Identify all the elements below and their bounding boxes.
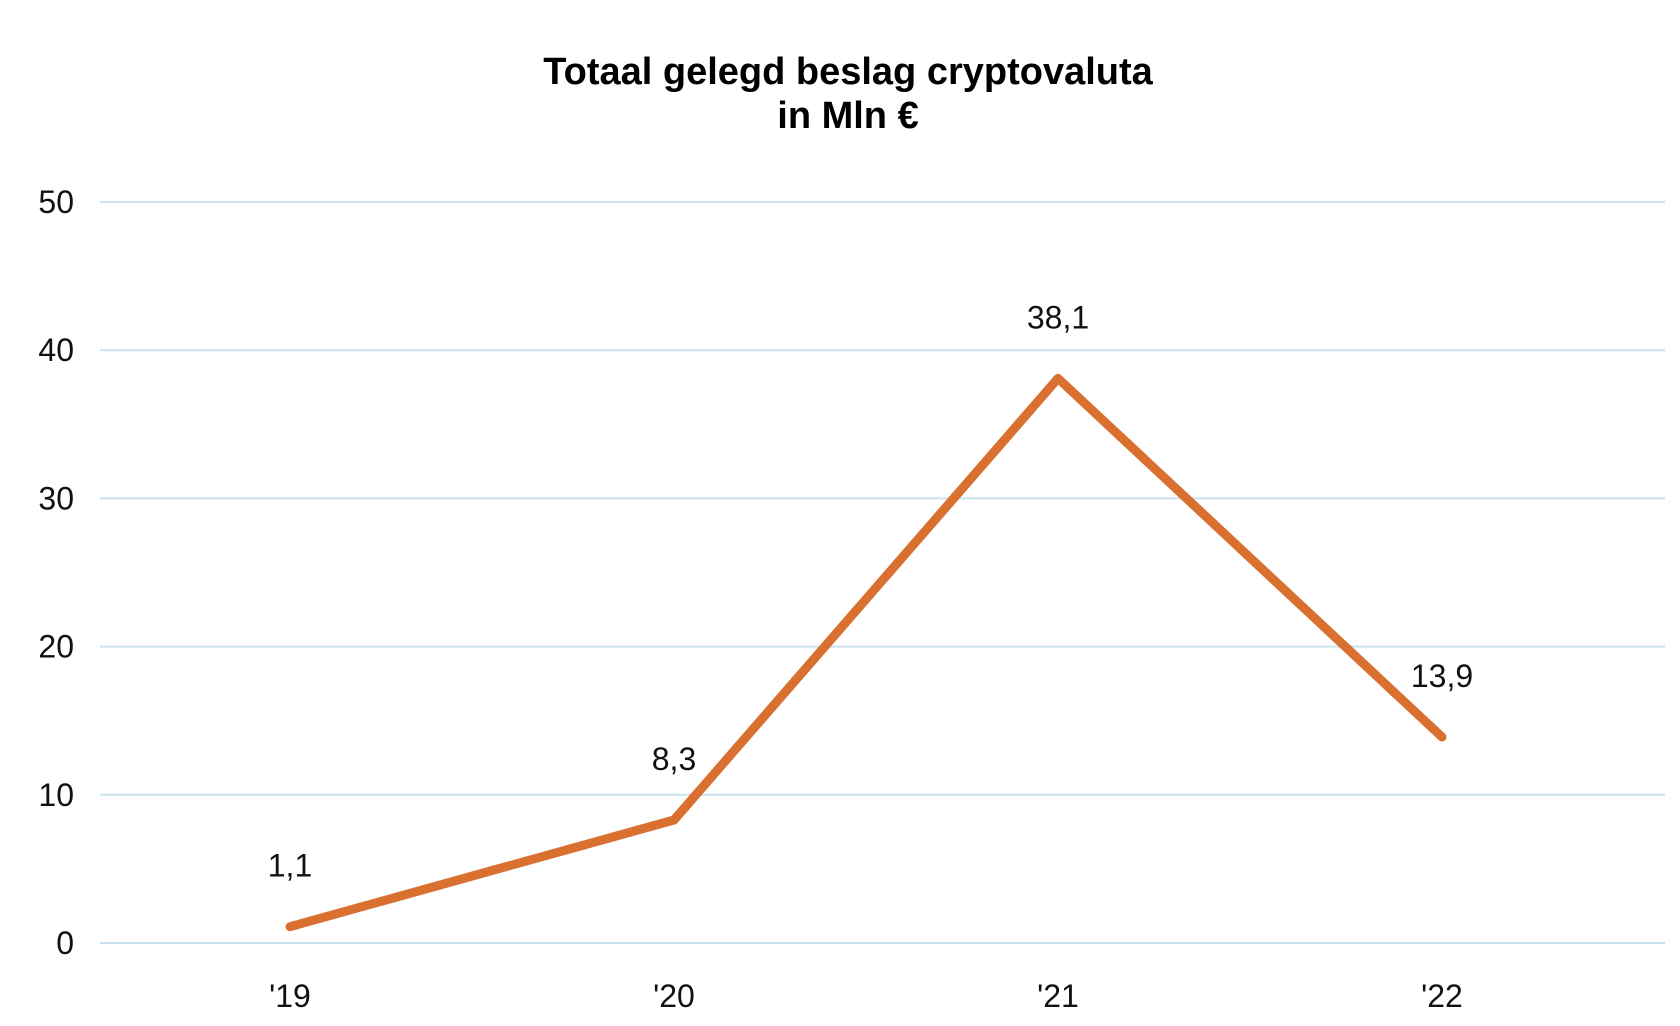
y-tick-label: 10 xyxy=(38,777,74,813)
data-label: 13,9 xyxy=(1411,658,1473,694)
data-label: 38,1 xyxy=(1027,299,1089,335)
y-tick-label: 40 xyxy=(38,332,74,368)
chart-subtitle: in Mln € xyxy=(777,95,918,137)
data-point xyxy=(673,818,675,821)
data-label: 8,3 xyxy=(652,741,696,777)
chart-title: Totaal gelegd beslag cryptovaluta xyxy=(543,51,1153,93)
series-line xyxy=(285,373,1447,932)
x-tick-label: '22 xyxy=(1421,978,1463,1014)
data-point xyxy=(289,925,291,928)
y-tick-label: 0 xyxy=(56,925,74,961)
data-point xyxy=(1057,377,1059,380)
y-tick-label: 20 xyxy=(38,629,74,665)
data-point xyxy=(1441,736,1443,739)
x-tick-label: '20 xyxy=(653,978,695,1014)
gridlines xyxy=(100,201,1665,944)
y-tick-label: 50 xyxy=(38,184,74,220)
x-axis-ticks: '19 '20 '21 '22 xyxy=(269,978,1463,1014)
y-axis-ticks: 0 10 20 30 40 50 xyxy=(38,184,74,961)
data-label: 1,1 xyxy=(268,848,312,884)
x-tick-label: '19 xyxy=(269,978,311,1014)
data-labels: 1,1 8,3 38,1 13,9 xyxy=(268,299,1473,883)
series-line-group xyxy=(285,373,1447,932)
y-tick-label: 30 xyxy=(38,480,74,516)
x-tick-label: '21 xyxy=(1037,978,1079,1014)
